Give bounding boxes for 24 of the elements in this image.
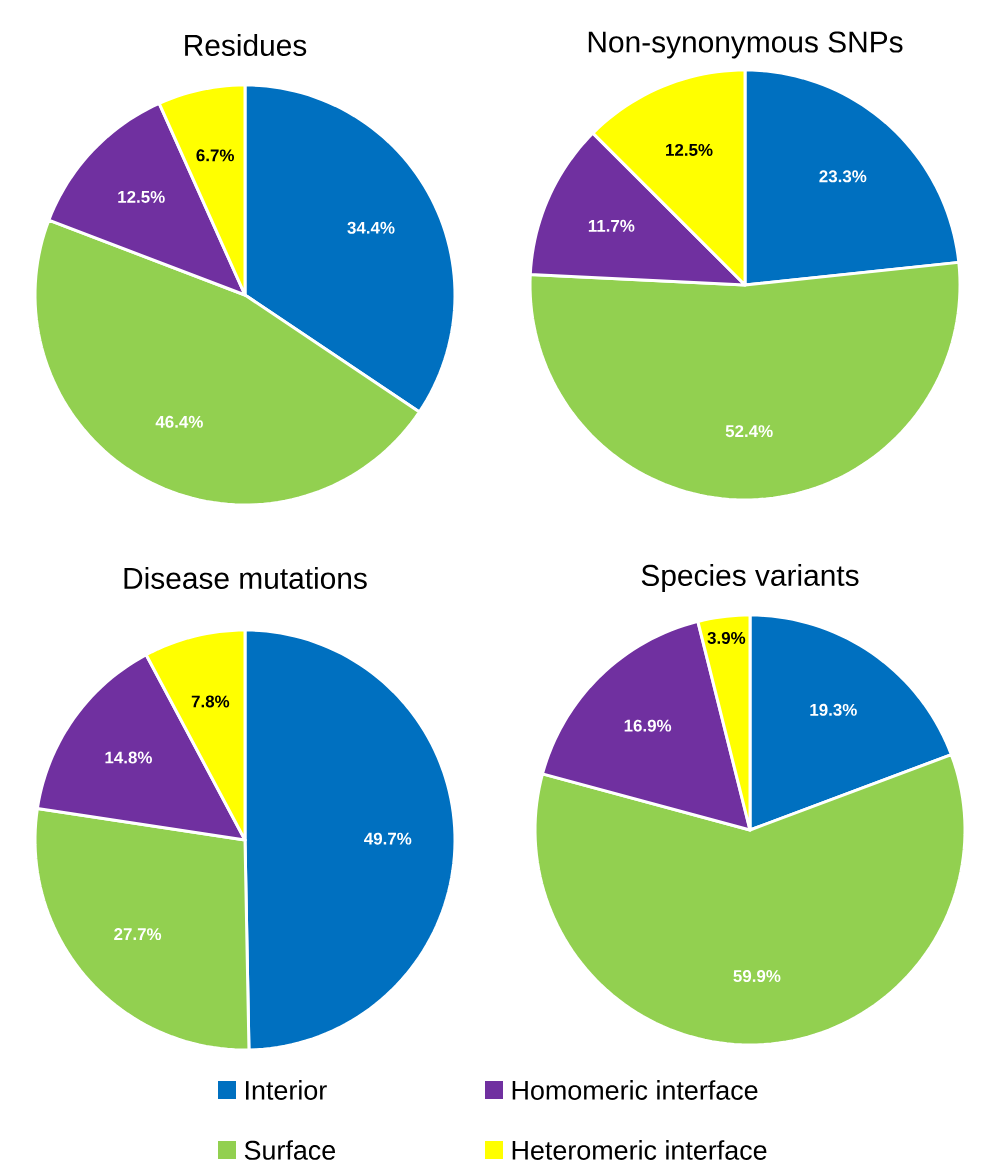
chart-title: Non-synonymous SNPs — [588, 31, 903, 59]
data-label: 34.4% — [347, 221, 395, 234]
legend-label: Homomeric interface — [512, 1080, 758, 1100]
data-label: 11.7% — [588, 219, 635, 232]
legend-label: Surface — [244, 1140, 336, 1160]
data-label: 19.3% — [810, 703, 857, 716]
legend-label: Interior — [246, 1080, 327, 1100]
data-label: 16.9% — [624, 719, 672, 732]
data-label: 49.7% — [364, 832, 412, 845]
data-label: 14.8% — [105, 751, 152, 764]
data-label: 6.7% — [196, 149, 235, 162]
legend-label: Heteromeric interface — [512, 1140, 767, 1160]
data-label: 12.5% — [118, 190, 165, 203]
data-label: 59.9% — [733, 970, 781, 983]
data-label: 27.7% — [114, 928, 162, 941]
data-label: 7.8% — [191, 695, 230, 708]
chart-title: Species variants — [641, 564, 859, 592]
chart-title: Disease mutations — [124, 567, 367, 589]
data-label: 12.5% — [666, 143, 713, 156]
data-label: 52.4% — [725, 425, 773, 438]
chart-title: Residues — [185, 34, 307, 56]
data-label: 3.9% — [707, 631, 746, 644]
data-label: 23.3% — [819, 170, 867, 183]
data-label: 46.4% — [155, 415, 203, 428]
